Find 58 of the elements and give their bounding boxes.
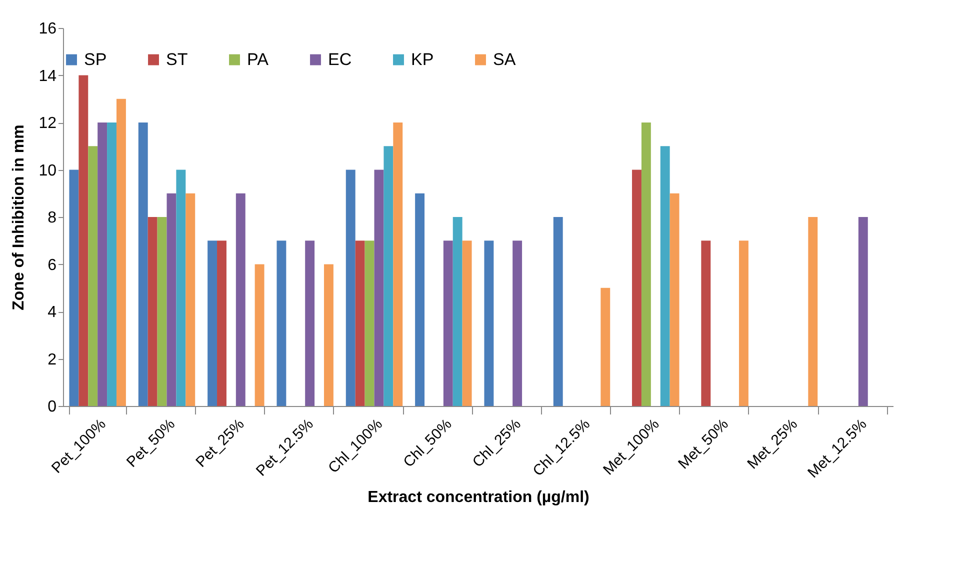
bar bbox=[670, 193, 680, 406]
bar bbox=[600, 288, 610, 406]
bar bbox=[738, 240, 748, 406]
y-tick-label: 6 bbox=[48, 256, 57, 274]
legend-label: EC bbox=[328, 50, 352, 69]
bar bbox=[462, 240, 472, 406]
x-axis-title: Extract concentration (µg/ml) bbox=[368, 488, 590, 506]
legend-label: SP bbox=[84, 50, 107, 69]
y-tick-label: 8 bbox=[48, 210, 57, 226]
bar bbox=[443, 240, 453, 406]
bar bbox=[157, 217, 167, 406]
bar bbox=[254, 264, 264, 406]
bar bbox=[186, 193, 196, 406]
y-tick-label: 12 bbox=[38, 115, 57, 132]
y-axis-title: Zone of Inhibition in mm bbox=[10, 124, 28, 310]
bar bbox=[808, 217, 818, 406]
bar bbox=[138, 122, 148, 406]
bar bbox=[512, 240, 522, 406]
bar bbox=[553, 217, 563, 406]
bar bbox=[364, 240, 374, 406]
bar bbox=[305, 240, 315, 406]
bar bbox=[346, 170, 356, 406]
legend-label: KP bbox=[411, 50, 434, 69]
y-tick-label: 16 bbox=[38, 20, 57, 38]
bar bbox=[176, 170, 186, 406]
bar bbox=[217, 240, 226, 406]
bar bbox=[355, 240, 365, 406]
bar bbox=[236, 193, 246, 406]
bar bbox=[660, 146, 670, 406]
y-tick-label: 4 bbox=[48, 304, 57, 321]
legend-label: ST bbox=[166, 50, 188, 69]
bar bbox=[415, 193, 425, 406]
y-tick-label: 14 bbox=[38, 68, 57, 85]
bar bbox=[324, 264, 334, 406]
y-tick-label: 2 bbox=[48, 351, 57, 368]
bar bbox=[276, 240, 286, 406]
bar bbox=[641, 122, 651, 406]
bar bbox=[69, 170, 79, 406]
bar bbox=[88, 146, 98, 406]
bar bbox=[384, 146, 394, 406]
bar bbox=[452, 217, 462, 406]
bar bbox=[98, 122, 108, 406]
legend-label: SA bbox=[493, 50, 516, 69]
bar bbox=[107, 122, 116, 406]
legend-label: PA bbox=[247, 50, 270, 69]
bar bbox=[374, 170, 384, 406]
bar bbox=[148, 217, 158, 406]
bar bbox=[484, 240, 494, 406]
bar bbox=[393, 122, 403, 406]
bar bbox=[78, 75, 88, 406]
bar bbox=[701, 240, 711, 406]
y-tick-label: 0 bbox=[48, 398, 57, 416]
bar bbox=[632, 170, 642, 406]
y-tick-label: 10 bbox=[38, 162, 57, 180]
bar bbox=[166, 193, 176, 406]
bar bbox=[858, 217, 868, 406]
bar bbox=[116, 98, 126, 406]
bar bbox=[208, 240, 218, 406]
